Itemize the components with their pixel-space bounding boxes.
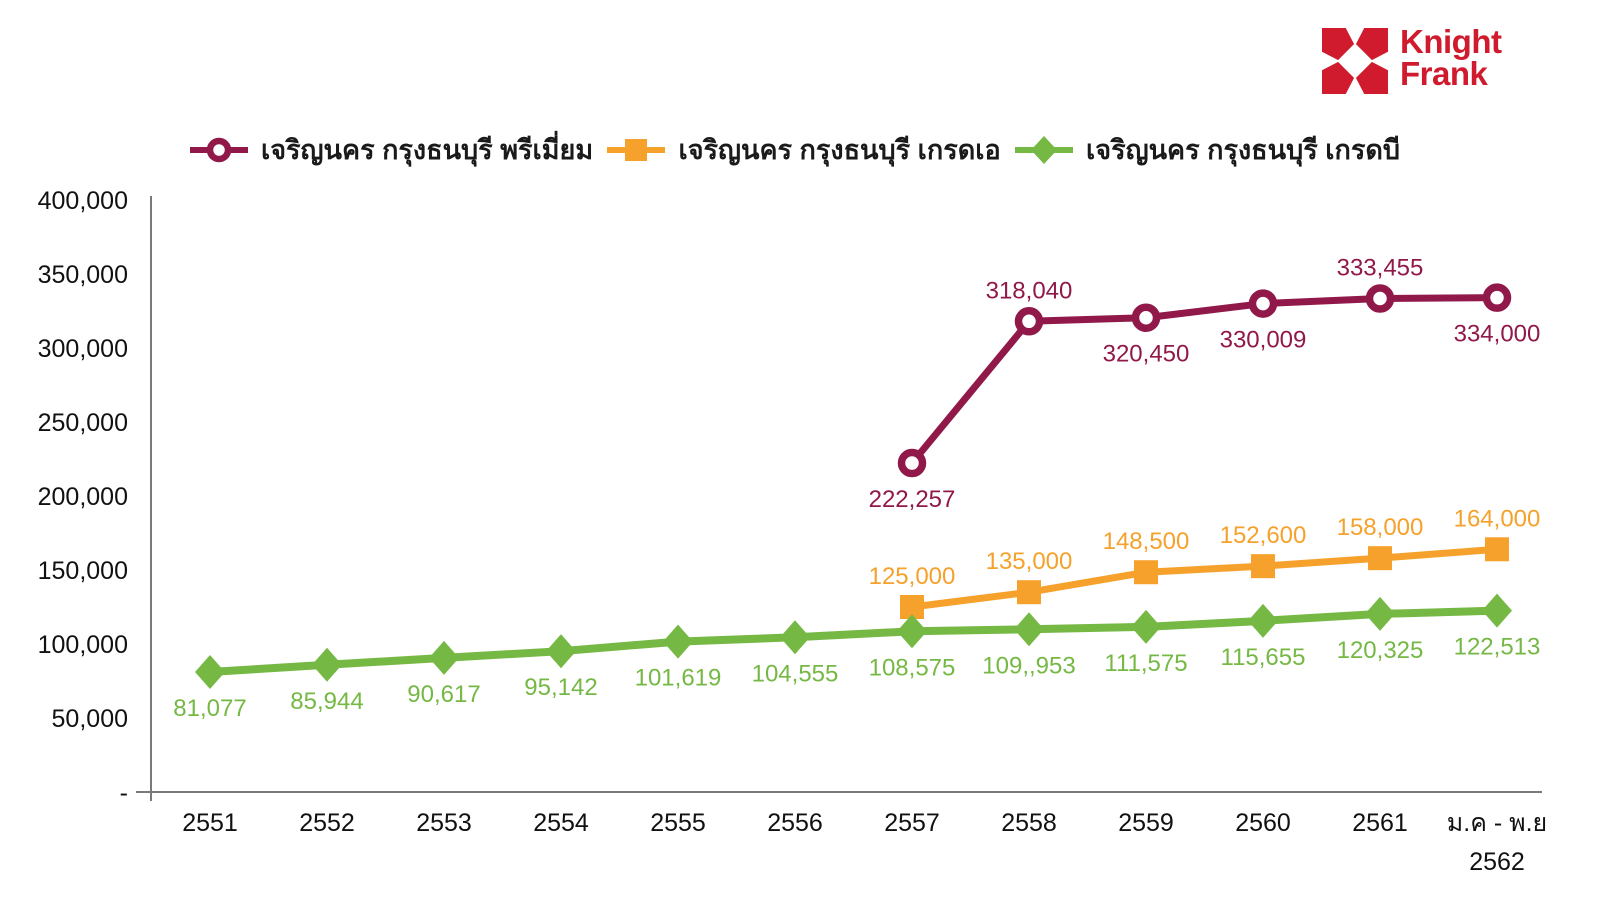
diamond-marker-icon [1015,135,1074,164]
square-marker-icon [607,138,666,161]
logo-line1: Knight [1400,23,1502,60]
data-point-marker [1131,609,1161,644]
data-point-label: 164,000 [1454,505,1541,532]
data-point-marker [1017,580,1041,605]
x-tick-label: 2553 [416,809,472,837]
legend-label: เจริญนคร กรุงธนบุรี เกรดเอ [678,135,1001,165]
x-tick-label: 2555 [650,809,706,837]
data-point-marker [1134,560,1158,585]
x-tick-label: 2561 [1352,809,1408,837]
data-point-label: 120,325 [1337,637,1424,664]
data-point-label: 334,000 [1454,321,1541,348]
data-point-marker [1368,546,1392,571]
chart-legend: เจริญนคร กรุงธนบุรี พรีเมี่ยม เจริญนคร กร… [190,128,1400,171]
series-line-3 [209,606,1498,676]
circle-marker-icon [190,137,248,162]
data-point-label: 115,655 [1221,644,1306,671]
data-point-marker [312,647,342,682]
legend-label: เจริญนคร กรุงธนบุรี เกรดบี [1086,135,1400,165]
y-tick-label: 400,000 [38,187,128,215]
data-point-label: 111,575 [1104,650,1187,677]
x-tick-label: ม.ค - พ.ย 2562 [1447,809,1547,876]
x-tick-label: 2552 [299,809,355,837]
data-point-label: 122,513 [1454,634,1541,661]
knight-frank-logo-icon [1322,28,1388,94]
data-point-label: 104,555 [752,660,839,687]
data-point-label: 81,077 [173,695,246,722]
data-point-label: 158,000 [1337,514,1424,541]
data-point-label: 148,500 [1103,528,1190,555]
data-point-marker [897,614,927,649]
data-point-label: 109,,953 [982,652,1075,679]
data-point-marker [1365,596,1395,631]
y-tick-label: 350,000 [38,261,128,289]
data-point-marker [1248,289,1278,318]
data-point-marker [546,634,576,669]
y-tick-label: 250,000 [38,409,128,437]
data-point-marker [429,640,459,675]
data-point-label: 333,455 [1337,254,1424,281]
data-point-marker [195,655,225,690]
y-tick-label: - [120,779,128,807]
data-point-label: 95,142 [524,674,597,701]
x-tick-label: 2560 [1235,809,1291,837]
data-point-marker [1248,603,1278,638]
legend-item-1: เจริญนคร กรุงธนบุรี พรีเมี่ยม [190,128,593,171]
y-tick-label: 200,000 [38,483,128,511]
data-point-marker [1014,612,1044,647]
y-tick-label: 50,000 [52,705,128,733]
x-tick-label: 2556 [767,809,823,837]
data-point-marker [1482,283,1512,312]
data-point-label: 330,009 [1220,327,1307,354]
data-point-label: 152,600 [1220,522,1307,549]
y-tick-label: 300,000 [38,335,128,363]
knight-frank-wordmark: Knight Frank [1400,23,1502,92]
data-point-label: 222,257 [869,486,956,513]
data-point-label: 101,619 [635,665,722,692]
data-point-marker [897,448,927,478]
data-point-marker [1485,537,1509,562]
data-point-label: 318,040 [986,277,1073,304]
data-point-marker [1131,303,1161,332]
logo-line2: Frank [1400,55,1488,92]
data-point-label: 320,450 [1103,341,1190,368]
data-point-marker [780,620,810,655]
x-tick-label: 2559 [1118,809,1174,837]
data-point-marker [1014,307,1044,336]
series-line-1 [909,294,1498,466]
data-point-label: 125,000 [869,563,956,590]
data-point-label: 108,575 [869,654,956,681]
knight-frank-logo: Knight Frank [1322,23,1502,94]
x-tick-label: 2557 [884,809,940,837]
data-point-marker [1482,593,1512,628]
data-point-marker [1251,554,1275,579]
x-tick-label: 2554 [533,809,589,837]
data-point-marker [1365,284,1395,313]
y-tick-label: 100,000 [38,631,128,659]
data-point-marker [663,624,693,659]
legend-item-3: เจริญนคร กรุงธนบุรี เกรดบี [1015,128,1400,171]
data-point-label: 90,617 [407,681,480,708]
y-tick-label: 150,000 [38,557,128,585]
x-tick-label: 2558 [1001,809,1057,837]
data-point-label: 135,000 [986,548,1073,575]
series-line-2 [911,545,1498,611]
data-point-label: 85,944 [290,688,363,715]
legend-label: เจริญนคร กรุงธนบุรี พรีเมี่ยม [261,135,594,165]
legend-item-2: เจริญนคร กรุงธนบุรี เกรดเอ [607,128,1001,171]
x-tick-label: 2551 [182,809,238,837]
